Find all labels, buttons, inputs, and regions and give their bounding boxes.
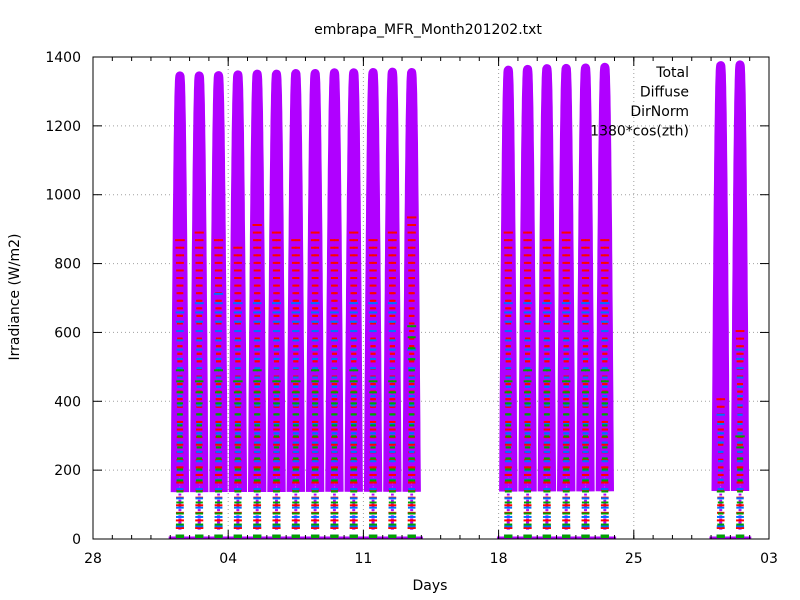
day-group [361,68,385,540]
cos-zth-curve [305,69,325,492]
day-group [535,64,559,540]
day-group [265,69,288,540]
cos-zth-curve [228,70,247,493]
cos-zth-curve [267,69,286,493]
cos-zth-curve [286,69,305,492]
cos-zth-curve [209,71,228,493]
day-group [303,69,327,540]
day-group [207,71,230,540]
day-group [342,68,366,540]
day-group [516,64,539,540]
cos-zth-curve [170,71,190,493]
day-group [187,71,211,540]
day-group [381,67,404,540]
day-group [400,68,423,540]
day-group [226,70,250,540]
day-group [168,71,192,540]
cos-zth-curve [402,68,421,492]
cos-zth-curve [537,64,557,492]
day-group [554,63,578,540]
cos-zth-curve [325,68,344,492]
day-group [245,69,269,540]
plot-area [168,60,752,540]
cos-zth-curve [190,71,209,493]
cos-zth-curve [557,63,576,492]
cos-zth-curve [248,69,267,493]
day-group [323,68,346,540]
cos-zth-curve [363,68,383,492]
day-group [496,65,520,540]
day-group [284,69,308,540]
cos-zth-curve [344,68,363,492]
